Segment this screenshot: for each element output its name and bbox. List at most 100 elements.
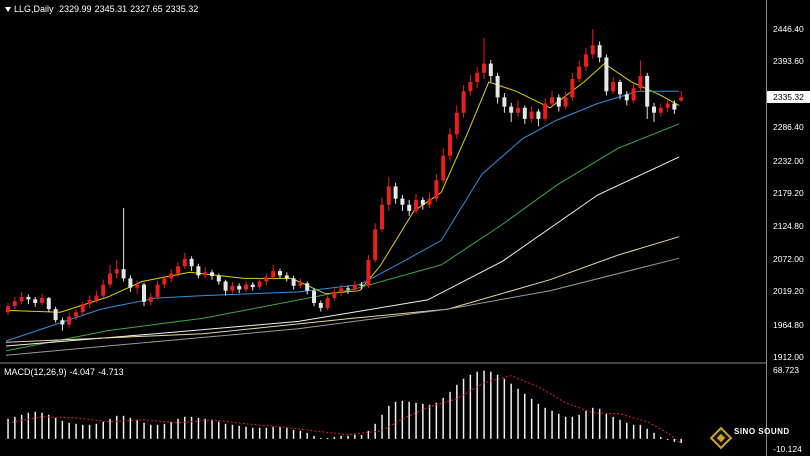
candle [475,66,480,89]
candle [94,290,99,303]
candle-body [563,97,568,107]
candle [611,77,616,95]
candle [454,105,459,139]
candle-body [40,298,44,303]
macd-bar [48,414,50,439]
macd-bar [286,427,288,439]
macd-bar [585,410,587,439]
candle-body [407,204,412,211]
candle [189,256,194,272]
candle [46,296,51,313]
macd-bar [150,424,152,439]
logo-brand: SINO SOUND [734,427,790,436]
price-tick-label: 2232.00 [773,156,804,166]
macd-bar [354,434,356,439]
candle [386,177,391,211]
candle-body [597,45,602,58]
macd-bar [14,416,16,439]
macd-bar [177,418,179,439]
candle [114,260,119,279]
candle [87,295,92,308]
candle [80,301,85,316]
macd-bar [7,418,9,439]
candle-body [176,266,180,274]
candle [516,100,520,118]
candle [550,91,554,108]
candle-body [584,54,588,67]
triangle-down-icon[interactable] [5,6,11,12]
price-tick-label: 2286.40 [773,122,804,132]
candle-body [53,309,58,321]
macd-bar [326,437,329,439]
macd-bar [109,418,111,439]
candle-body [67,316,72,325]
candle [339,284,344,296]
moving-average-line [5,257,680,356]
moving-average-line [5,90,680,342]
candle [162,274,167,289]
candle [434,174,439,202]
macd-bar [673,438,676,442]
macd-bar [238,425,240,439]
macd-bar [333,436,336,439]
macd-bar [551,410,553,439]
macd-bar [646,428,648,439]
candle [400,195,405,211]
candle-body [216,276,221,282]
low-value: 2327.65 [130,4,163,14]
macd-bar [517,388,519,439]
macd-bar [680,438,682,443]
candle-body [482,63,486,73]
candle-body [380,204,384,230]
macd-bar [204,418,206,439]
candle-body [461,91,466,113]
macd-bar [483,370,485,439]
candle-body [278,271,282,276]
macd-bar [619,419,621,439]
macd-bar [388,405,390,439]
candle [305,281,310,295]
candle [461,85,466,118]
candle-body [325,298,330,308]
macd-bar [462,378,465,439]
macd-signal-line [7,375,682,444]
candle [638,60,643,92]
macd-bar [578,414,580,439]
candle-body [658,107,663,113]
candle-body [189,258,194,267]
candle [74,309,78,321]
macd-bar [231,424,234,439]
macd-bar [537,403,540,439]
candle-body [590,45,595,55]
candle-body [631,88,636,101]
chart-canvas[interactable] [0,0,767,456]
candle [128,275,133,292]
macd-bar [41,412,43,439]
candle [536,109,541,127]
candle [67,312,72,328]
candle [210,269,214,280]
candle-body [509,106,514,113]
macd-signal-value: -4.713 [98,367,124,377]
macd-bar [156,424,159,439]
candle-body [618,82,622,95]
candle [502,93,507,113]
candle-body [46,298,51,310]
macd-bar [136,419,138,439]
candle [312,288,316,307]
macd-tick-label: 68.723 [773,365,799,375]
macd-bar [190,416,193,439]
macd-value: -4.047 [69,367,96,377]
candle [155,280,160,300]
candle-body [298,283,303,286]
candle [142,282,146,307]
candle-body [366,260,371,286]
price-tick-label: 2393.60 [773,56,804,66]
candle-body [318,303,323,308]
candle-body [556,97,561,107]
macd-bar [524,393,526,439]
macd-bar [82,424,84,439]
candle-body [495,75,500,98]
candle-body [373,229,378,260]
macd-bar [61,420,64,439]
